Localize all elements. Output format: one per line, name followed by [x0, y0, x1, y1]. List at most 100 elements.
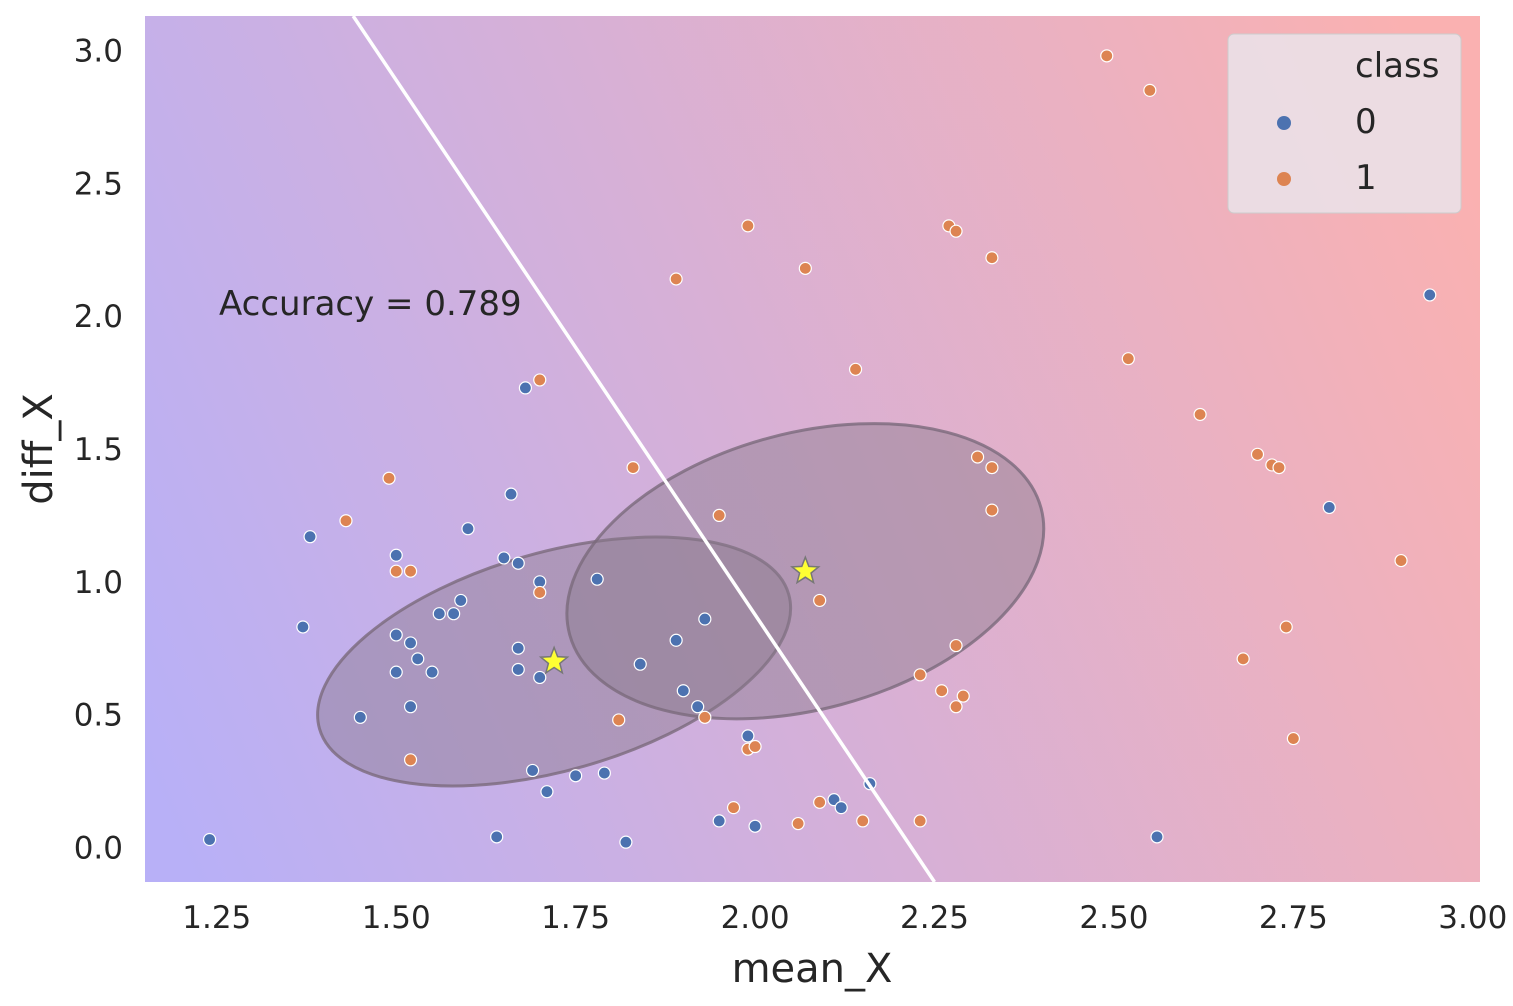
- data-point-class-0: [1423, 288, 1437, 302]
- data-point-class-1: [813, 795, 827, 809]
- data-point-class-0: [202, 832, 217, 847]
- data-point-class-1: [403, 753, 418, 767]
- x-tick-labels: 1.25 1.50 1.75 2.00 2.25 2.50 2.75 3.00: [182, 900, 1507, 936]
- x-tick-label: 2.75: [1259, 900, 1328, 936]
- data-point-class-1: [741, 219, 755, 233]
- data-point-class-1: [712, 508, 726, 523]
- centroid-star-class-0: [538, 645, 570, 675]
- legend: class 0 1: [1227, 33, 1462, 214]
- y-tick-labels: 0.0 0.5 1.0 1.5 2.0 2.5 3.0: [74, 34, 123, 867]
- data-point-class-0: [590, 572, 604, 586]
- data-point-class-1: [1100, 49, 1114, 63]
- y-tick-label: 2.0: [74, 299, 123, 335]
- x-tick-label: 2.50: [1079, 900, 1148, 936]
- data-point-class-1: [1394, 553, 1408, 568]
- data-point-class-0: [741, 729, 755, 743]
- data-point-class-1: [698, 710, 712, 724]
- x-tick-label: 1.75: [541, 900, 610, 936]
- data-point-class-0: [454, 593, 468, 608]
- data-point-class-0: [389, 665, 403, 679]
- data-point-class-1: [339, 514, 353, 528]
- data-point-class-0: [511, 662, 525, 677]
- data-point-class-0: [296, 620, 310, 634]
- y-tick-label: 2.5: [74, 166, 123, 202]
- data-point-class-1: [626, 460, 640, 475]
- data-point-class-1: [382, 471, 396, 485]
- data-point-class-0: [432, 607, 446, 621]
- data-point-class-0: [525, 763, 540, 778]
- y-axis-title: diff_X: [16, 393, 62, 504]
- data-point-class-1: [949, 638, 963, 653]
- data-point-class-0: [353, 710, 367, 724]
- legend-marker-class-1: [1277, 172, 1291, 186]
- data-point-class-1: [985, 503, 999, 517]
- y-tick-label: 1.0: [74, 565, 123, 601]
- legend-label-class-0: 0: [1355, 102, 1377, 142]
- data-point-class-0: [698, 612, 712, 626]
- data-point-class-0: [1322, 500, 1336, 515]
- data-point-class-0: [303, 530, 317, 544]
- data-point-class-0: [676, 684, 690, 698]
- x-tick-label: 1.50: [362, 900, 431, 936]
- decision-boundary-layer: [351, 15, 936, 883]
- accuracy-annotation: Accuracy = 0.789: [219, 284, 522, 324]
- x-tick-label: 2.00: [721, 900, 790, 936]
- data-point-class-0: [748, 819, 762, 833]
- y-tick-label: 0.0: [74, 830, 123, 866]
- y-tick-label: 3.0: [74, 34, 123, 70]
- data-point-class-1: [403, 564, 418, 578]
- data-point-class-0: [1150, 830, 1164, 844]
- data-point-class-1: [985, 460, 999, 475]
- data-point-class-1: [791, 816, 805, 831]
- data-point-class-0: [518, 381, 533, 395]
- data-point-class-0: [497, 551, 511, 565]
- x-tick-label: 1.25: [182, 900, 251, 936]
- data-point-class-1: [1143, 83, 1157, 97]
- data-point-class-1: [1193, 407, 1207, 422]
- data-point-class-0: [619, 835, 633, 849]
- data-point-class-1: [856, 814, 870, 828]
- data-point-class-0: [504, 487, 518, 501]
- data-points: [202, 49, 1437, 849]
- data-point-class-1: [935, 684, 949, 698]
- data-point-class-1: [1250, 447, 1265, 461]
- data-point-class-1: [798, 261, 812, 275]
- data-point-class-1: [533, 373, 547, 387]
- data-point-class-0: [712, 814, 726, 828]
- data-point-class-1: [956, 689, 970, 703]
- data-point-class-1: [970, 450, 985, 464]
- data-point-class-1: [1121, 352, 1135, 366]
- data-point-class-0: [461, 522, 475, 536]
- data-point-class-0: [490, 830, 504, 844]
- data-point-class-0: [403, 700, 418, 714]
- data-point-class-0: [540, 785, 554, 799]
- data-point-class-1: [813, 593, 827, 608]
- data-point-class-0: [447, 607, 461, 621]
- data-point-class-0: [511, 641, 525, 655]
- data-point-class-0: [389, 548, 403, 562]
- data-point-class-1: [726, 801, 741, 815]
- decision-boundary-line: [351, 15, 936, 883]
- data-point-class-0: [411, 652, 425, 666]
- data-point-class-1: [1279, 620, 1293, 634]
- data-point-class-1: [612, 713, 626, 727]
- data-point-class-1: [949, 700, 963, 714]
- data-point-class-0: [597, 766, 611, 780]
- data-point-class-0: [511, 556, 525, 570]
- data-point-class-0: [569, 769, 583, 783]
- x-axis-title: mean_X: [732, 946, 893, 992]
- data-point-class-1: [985, 251, 999, 265]
- data-point-class-1: [748, 739, 762, 754]
- data-point-class-1: [949, 224, 963, 238]
- y-tick-label: 0.5: [74, 698, 123, 734]
- data-point-class-1: [913, 668, 927, 682]
- data-point-class-0: [425, 665, 439, 679]
- data-point-class-0: [633, 657, 647, 671]
- centroid-star-class-1: [790, 555, 821, 585]
- data-point-class-1: [533, 585, 547, 600]
- data-point-class-0: [834, 801, 848, 815]
- legend-title: class: [1355, 46, 1439, 86]
- legend-marker-class-0: [1277, 116, 1291, 130]
- legend-label-class-1: 1: [1355, 158, 1377, 198]
